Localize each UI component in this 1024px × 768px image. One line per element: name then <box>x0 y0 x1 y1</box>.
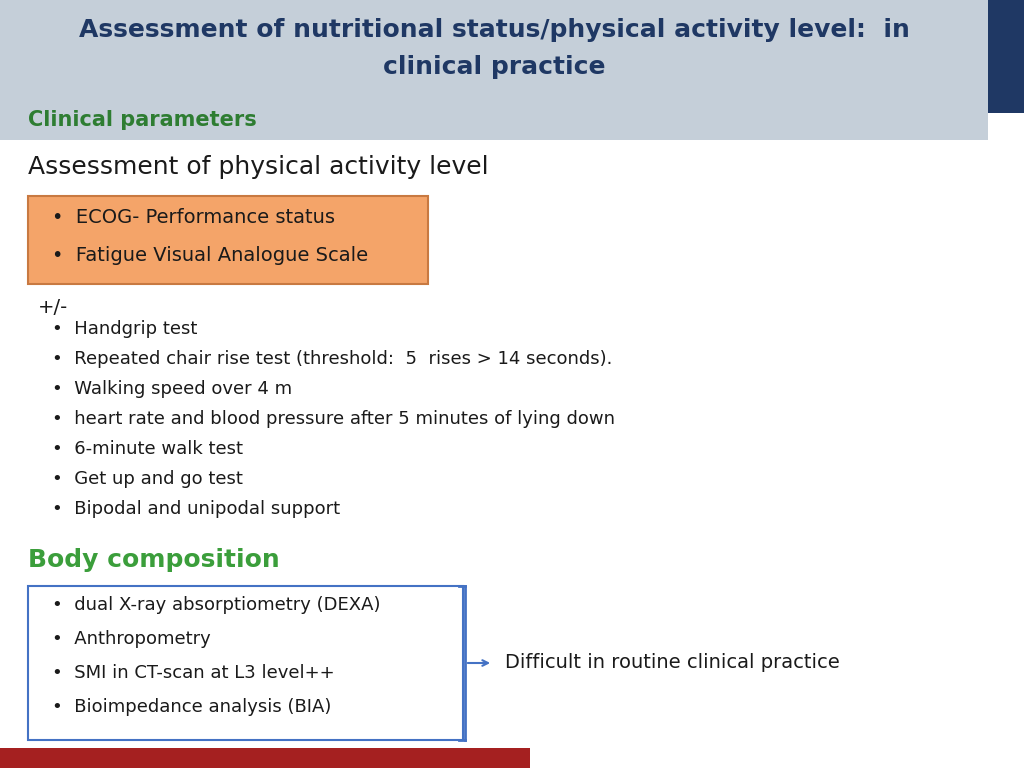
Text: •  Fatigue Visual Analogue Scale: • Fatigue Visual Analogue Scale <box>52 246 368 265</box>
Text: •  Repeated chair rise test (threshold:  5  rises > 14 seconds).: • Repeated chair rise test (threshold: 5… <box>52 350 612 368</box>
FancyBboxPatch shape <box>0 108 988 140</box>
Text: •  Get up and go test: • Get up and go test <box>52 470 243 488</box>
Text: +/-: +/- <box>38 298 69 317</box>
Text: •  heart rate and blood pressure after 5 minutes of lying down: • heart rate and blood pressure after 5 … <box>52 410 615 428</box>
Text: Difficult in routine clinical practice: Difficult in routine clinical practice <box>505 653 840 672</box>
Text: •  Walking speed over 4 m: • Walking speed over 4 m <box>52 380 292 398</box>
Text: Body composition: Body composition <box>28 548 280 572</box>
Text: •  dual X-ray absorptiometry (DEXA): • dual X-ray absorptiometry (DEXA) <box>52 596 381 614</box>
Text: Clinical parameters: Clinical parameters <box>28 110 257 130</box>
Text: •  Bioimpedance analysis (BIA): • Bioimpedance analysis (BIA) <box>52 698 332 716</box>
Text: •  SMI in CT-scan at L3 level++: • SMI in CT-scan at L3 level++ <box>52 664 335 682</box>
FancyBboxPatch shape <box>0 0 988 108</box>
Text: •  Handgrip test: • Handgrip test <box>52 320 198 338</box>
FancyBboxPatch shape <box>0 748 530 768</box>
Text: •  Bipodal and unipodal support: • Bipodal and unipodal support <box>52 500 340 518</box>
FancyBboxPatch shape <box>28 586 463 740</box>
Text: •  ECOG- Performance status: • ECOG- Performance status <box>52 208 335 227</box>
Text: clinical practice: clinical practice <box>383 55 605 79</box>
Text: Assessment of physical activity level: Assessment of physical activity level <box>28 155 488 179</box>
Text: •  Anthropometry: • Anthropometry <box>52 630 211 648</box>
FancyBboxPatch shape <box>28 196 428 284</box>
Text: •  6-minute walk test: • 6-minute walk test <box>52 440 243 458</box>
Text: Assessment of nutritional status/physical activity level:  in: Assessment of nutritional status/physica… <box>79 18 909 42</box>
FancyBboxPatch shape <box>988 0 1024 113</box>
